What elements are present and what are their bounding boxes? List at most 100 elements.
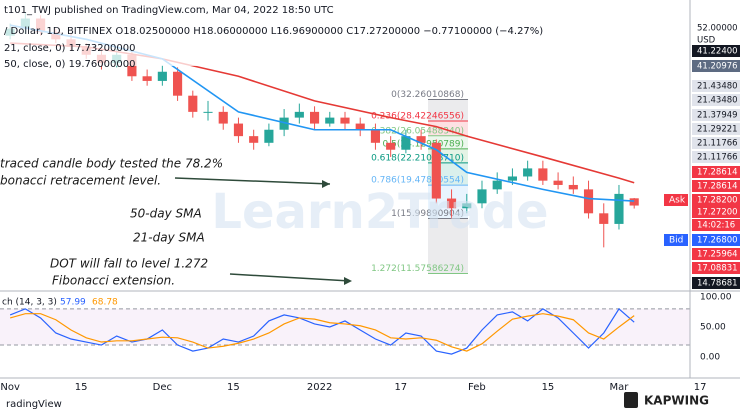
logo: KAPWING <box>644 394 709 408</box>
price-label: 17.26800 <box>697 236 738 246</box>
annotation: 50-day SMA <box>130 207 202 221</box>
price-label: 17.25964 <box>697 250 738 260</box>
price-label: 21.43480 <box>697 82 738 92</box>
candle-body <box>462 203 472 209</box>
price-label-box <box>692 166 740 178</box>
y-tick-label: 100.00 <box>700 292 732 302</box>
candle-body <box>309 111 320 124</box>
publisher: t101_TWJ published on TradingView.com, M… <box>4 5 334 16</box>
x-tick-label: 15 <box>542 382 555 393</box>
candle-body <box>188 95 198 112</box>
price-label: 17.28614 <box>697 182 738 192</box>
fib-label: 0.618(22.21068710) <box>371 153 464 163</box>
arrow <box>229 273 351 282</box>
legend-backdrop <box>0 0 330 66</box>
stoch-line <box>9 307 635 355</box>
candle-body <box>507 176 517 181</box>
price-label-box <box>692 262 740 274</box>
price-label: 41.22400 <box>697 47 738 57</box>
x-tick-label: Nov <box>0 382 20 393</box>
arrow-head <box>344 277 352 285</box>
bid-label: Bid <box>669 236 683 246</box>
candle-body <box>264 129 274 143</box>
arrow-head <box>322 180 330 188</box>
fib-label: 0(32.26010868) <box>391 90 464 100</box>
annotation: 21-day SMA <box>133 231 205 245</box>
price-label: 21.11766 <box>697 139 738 149</box>
price-label: 21.37949 <box>697 111 738 121</box>
fib-label: 0.382(26.05488340) <box>371 126 464 136</box>
y-tick-label: 50.00 <box>700 322 726 332</box>
price-label-box <box>692 60 740 72</box>
sma50-legend: 50, close, 0) 19.76000000 <box>4 59 135 70</box>
stoch-title: ch (14, 3, 3) <box>2 298 57 308</box>
price-label-box <box>692 45 740 57</box>
candle-body <box>325 117 335 124</box>
candle-body <box>477 189 487 204</box>
fib-label: 1(15.99890904) <box>391 209 464 219</box>
fib-zone <box>428 121 468 136</box>
candle-body <box>583 189 594 214</box>
price-label: 14:02:16 <box>697 221 735 231</box>
y-tick-label: 0.00 <box>700 353 720 363</box>
candle-body <box>523 168 533 177</box>
legend-value: 57.99 <box>60 298 86 308</box>
candle-body <box>416 136 426 143</box>
candle-body <box>568 184 578 190</box>
price-label-box <box>692 277 740 289</box>
x-tick-label: 2022 <box>307 382 332 393</box>
candle-body <box>401 136 411 150</box>
candle-body <box>157 71 167 81</box>
candle-body <box>446 198 457 209</box>
ask-label: Ask <box>669 196 686 206</box>
candle-body <box>249 136 259 143</box>
price-label: USD <box>697 36 716 46</box>
candle-body <box>614 193 624 224</box>
candle-body <box>492 180 502 190</box>
fib-label: 1.272(11.57586274) <box>371 264 464 274</box>
watermark: Learn2Trade <box>211 184 548 240</box>
price-label: 14.78681 <box>697 279 738 289</box>
price-label: 21.11766 <box>697 153 738 163</box>
fib-label: 0.786(19.47880554) <box>371 176 464 186</box>
candle-body <box>538 168 548 181</box>
bid-box <box>664 234 688 246</box>
x-tick-label: Mar <box>610 382 630 393</box>
candle-body <box>431 142 441 199</box>
price-label: 21.43480 <box>697 96 738 106</box>
price-label-box <box>692 180 740 192</box>
stoch-line <box>9 313 635 352</box>
annotation: Fibonacci extension. <box>52 274 175 288</box>
candle-body <box>279 117 289 130</box>
logo-icon <box>624 392 638 408</box>
candle-body <box>629 198 639 206</box>
candle-body <box>370 129 381 143</box>
candle-body <box>173 71 183 96</box>
candle-body <box>142 76 152 81</box>
fib-zone <box>428 99 468 122</box>
candle-body <box>218 111 228 124</box>
price-label-box <box>692 109 740 121</box>
price-label: 52.00000 <box>697 24 738 34</box>
price-label: 21.29221 <box>697 125 738 135</box>
fib-label: 0.236(28.42246556) <box>371 112 464 122</box>
candle-body <box>203 111 213 113</box>
price-label-box <box>692 194 740 206</box>
annotation: DOT will fall to level 1.272 <box>50 257 208 271</box>
price-label: 17.28614 <box>697 168 738 178</box>
price-label-box <box>692 151 740 163</box>
footer: radingView <box>6 399 62 410</box>
price-label-box <box>692 219 740 231</box>
price-label: 17.28200 <box>697 196 738 206</box>
price-label-box <box>692 123 740 135</box>
x-tick-label: Dec <box>153 382 172 393</box>
price-label-box <box>692 234 740 246</box>
price-label: 17.27200 <box>697 208 738 218</box>
stochastic-pane: ch (14, 3, 3) 57.99 68.78 <box>0 298 690 355</box>
candle-body <box>294 111 304 118</box>
arrow <box>174 177 331 185</box>
fib-zone <box>428 218 468 274</box>
candle-body <box>553 180 563 185</box>
ask-box <box>664 194 688 206</box>
